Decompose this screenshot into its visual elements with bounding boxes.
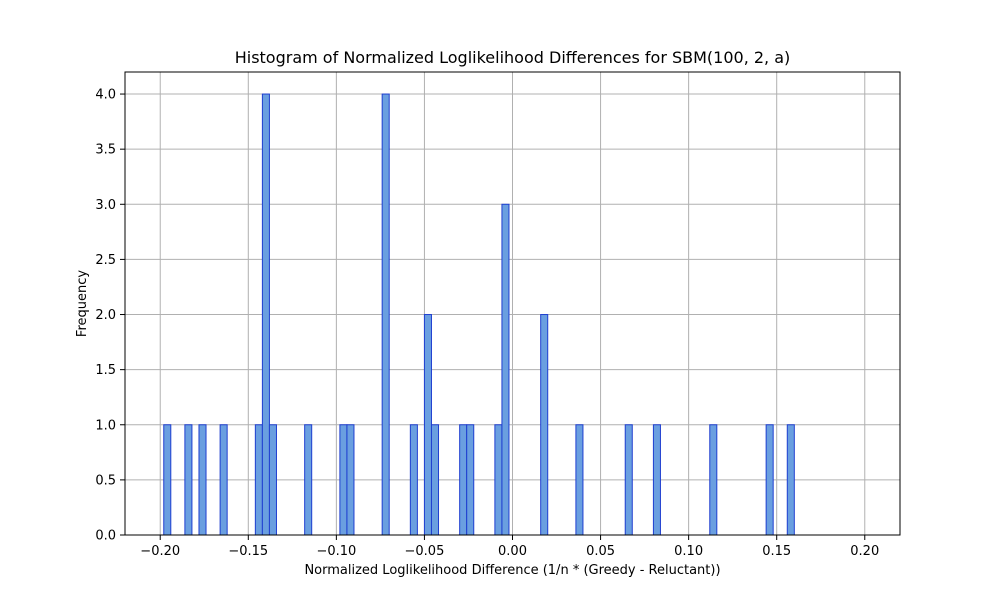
histogram-bar — [268, 424, 277, 536]
y-tick-label: 3.5 — [95, 143, 116, 158]
x-tick-label: −0.05 — [405, 544, 445, 559]
y-tick-label: 1.5 — [95, 363, 116, 378]
histogram-bar — [339, 424, 348, 536]
x-tick-label: 0.15 — [762, 544, 791, 559]
histogram-bar — [466, 424, 475, 536]
x-tick-label: 0.00 — [498, 544, 527, 559]
x-axis-ticks: −0.20 −0.15 −0.10 −0.05 0.00 0.05 0.10 0.15 0.20 — [140, 535, 879, 559]
histogram-bar — [304, 424, 313, 536]
chart-title: Histogram of Normalized Loglikelihood Di… — [235, 48, 791, 67]
histogram-bar — [423, 314, 432, 536]
y-tick-label: 4.0 — [95, 88, 116, 103]
histogram-bar — [624, 424, 633, 536]
histogram-bar — [163, 424, 172, 536]
histogram-bar — [184, 424, 193, 536]
histogram-bar — [540, 314, 549, 536]
histogram-bar — [219, 424, 228, 536]
x-tick-label: 0.05 — [586, 544, 615, 559]
y-tick-label: 3.0 — [95, 198, 116, 213]
histogram-bar — [652, 424, 661, 536]
x-tick-label: 0.20 — [850, 544, 879, 559]
histogram-bar — [198, 424, 207, 536]
x-tick-label: −0.20 — [140, 544, 180, 559]
histogram-bar — [381, 93, 390, 536]
histogram-bar — [346, 424, 355, 536]
x-tick-label: −0.15 — [228, 544, 268, 559]
histogram-bar — [501, 203, 510, 536]
histogram-bar — [254, 424, 263, 536]
y-tick-label: 1.0 — [95, 418, 116, 433]
x-axis-label: Normalized Loglikelihood Difference (1/n… — [304, 563, 720, 578]
grid-lines — [125, 72, 900, 536]
histogram-bar — [430, 424, 440, 536]
y-axis-label: Frequency — [75, 270, 90, 337]
histogram-bar — [409, 424, 418, 536]
y-tick-label: 2.0 — [95, 308, 116, 323]
y-tick-label: 0.0 — [95, 529, 116, 544]
histogram-bar — [459, 424, 468, 536]
histogram-bar — [494, 424, 503, 536]
y-axis-ticks: 0.0 0.5 1.0 1.5 2.0 2.5 3.0 3.5 4.0 — [95, 88, 125, 544]
histogram-bar — [575, 424, 584, 536]
histogram-bar — [765, 424, 774, 536]
histogram-bar — [261, 93, 270, 536]
x-tick-label: 0.10 — [674, 544, 703, 559]
y-tick-label: 0.5 — [95, 473, 116, 488]
y-tick-label: 2.5 — [95, 253, 116, 268]
histogram-bar — [786, 424, 795, 536]
x-tick-label: −0.10 — [316, 544, 356, 559]
histogram-bar — [709, 424, 718, 536]
